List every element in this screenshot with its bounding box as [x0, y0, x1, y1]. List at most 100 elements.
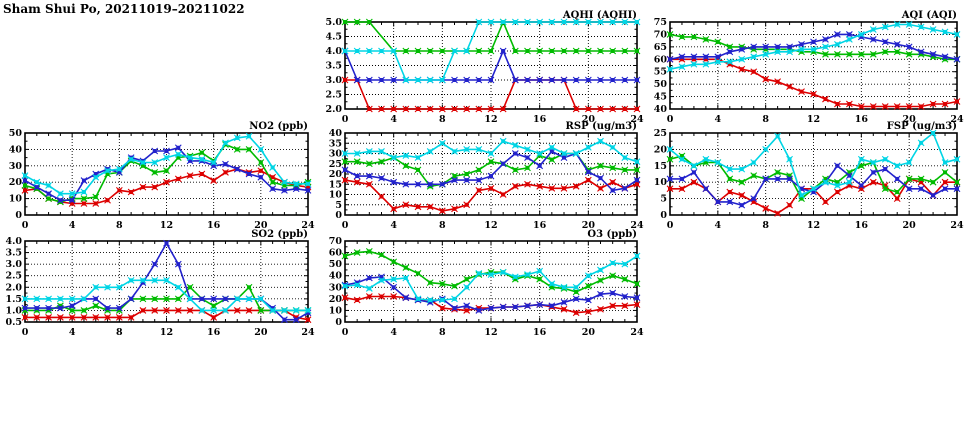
svg-text:0.5: 0.5 — [5, 317, 22, 328]
y-axis-labels: 0 5 10 15 20 25 — [654, 128, 668, 221]
svg-text:10: 10 — [654, 177, 668, 188]
svg-text:12: 12 — [807, 220, 820, 231]
svg-text:4: 4 — [69, 220, 76, 231]
svg-text:0: 0 — [342, 114, 349, 125]
svg-text:40: 40 — [9, 144, 23, 155]
chart-title-aqi: AQI (AQI) — [901, 10, 957, 21]
svg-text:30: 30 — [9, 161, 23, 172]
series-cyan — [341, 137, 641, 166]
svg-text:16: 16 — [855, 220, 869, 231]
svg-text:40: 40 — [329, 271, 343, 282]
svg-text:8: 8 — [116, 220, 123, 231]
x-axis-labels: 0 4 8 12 16 20 24 — [667, 114, 964, 125]
svg-text:5: 5 — [335, 200, 342, 211]
chart-aqhi: 2.0 2.5 3.0 3.5 4.0 4.5 5.0 0 4 8 12 16 20 24 AQHI (AQ… — [325, 10, 644, 125]
svg-text:8: 8 — [762, 220, 769, 231]
svg-text:2.0: 2.0 — [325, 104, 342, 115]
svg-text:4.5: 4.5 — [325, 32, 342, 43]
svg-text:10: 10 — [329, 305, 343, 316]
gridlines — [670, 133, 957, 215]
svg-text:20: 20 — [329, 294, 343, 305]
plot-border — [344, 240, 638, 323]
svg-text:24: 24 — [630, 220, 644, 231]
svg-text:24: 24 — [630, 114, 644, 125]
svg-text:10: 10 — [9, 194, 23, 205]
gridlines — [345, 22, 637, 109]
x-axis-labels: 0 4 8 12 16 20 24 — [342, 114, 644, 125]
chart-fsp: 0 5 10 15 20 25 0 4 8 12 16 20 24 FSP (ug/m3) — [654, 121, 964, 231]
svg-text:55: 55 — [654, 67, 667, 78]
svg-text:20: 20 — [903, 220, 917, 231]
svg-text:4: 4 — [715, 220, 722, 231]
svg-text:0: 0 — [342, 220, 349, 231]
svg-text:20: 20 — [254, 327, 268, 338]
svg-text:25: 25 — [329, 159, 342, 170]
svg-text:12: 12 — [484, 114, 497, 125]
svg-text:0: 0 — [660, 210, 667, 221]
svg-text:24: 24 — [301, 327, 315, 338]
svg-text:2.0: 2.0 — [5, 282, 22, 293]
series-cyan — [21, 276, 312, 314]
svg-text:30: 30 — [329, 282, 343, 293]
svg-text:24: 24 — [301, 220, 315, 231]
svg-text:75: 75 — [654, 17, 667, 28]
x-axis-labels: 0 4 8 12 16 20 24 — [667, 220, 964, 231]
svg-text:16: 16 — [855, 114, 869, 125]
svg-text:8: 8 — [439, 114, 446, 125]
svg-text:50: 50 — [9, 128, 23, 139]
svg-text:16: 16 — [533, 220, 547, 231]
svg-text:5: 5 — [660, 194, 667, 205]
svg-text:12: 12 — [484, 220, 497, 231]
x-axis-labels: 0 4 8 12 16 20 24 — [22, 327, 315, 338]
svg-text:20: 20 — [9, 177, 23, 188]
series-green — [341, 248, 641, 296]
y-axis-labels: 2.0 2.5 3.0 3.5 4.0 4.5 5.0 — [325, 17, 342, 115]
series-cyan — [21, 132, 312, 198]
svg-text:0: 0 — [335, 210, 342, 221]
svg-text:24: 24 — [950, 114, 964, 125]
svg-text:0: 0 — [667, 220, 674, 231]
series-blue — [666, 162, 961, 209]
chart-title-no2: NO2 (ppb) — [249, 121, 308, 132]
svg-text:8: 8 — [439, 327, 446, 338]
chart-no2: 0 10 20 30 40 50 0 4 8 12 16 20 24 NO2 (ppb) — [9, 121, 315, 231]
svg-text:12: 12 — [160, 220, 173, 231]
svg-text:0: 0 — [15, 210, 22, 221]
svg-text:25: 25 — [654, 128, 667, 139]
svg-text:65: 65 — [654, 42, 667, 53]
svg-text:20: 20 — [582, 114, 596, 125]
page-title: Sham Shui Po, 20211019–20211022 — [3, 2, 245, 16]
gridlines — [345, 133, 637, 215]
svg-text:70: 70 — [654, 29, 668, 40]
svg-text:4: 4 — [715, 114, 722, 125]
svg-text:4.0: 4.0 — [325, 46, 342, 57]
svg-text:2.5: 2.5 — [5, 271, 22, 282]
svg-text:8: 8 — [762, 114, 769, 125]
chart-title-rsp: RSP (ug/m3) — [566, 121, 637, 132]
series-cyan — [666, 21, 961, 73]
svg-text:8: 8 — [439, 220, 446, 231]
svg-text:3.0: 3.0 — [325, 75, 342, 86]
chart-title-o3: O3 (ppb) — [587, 229, 637, 240]
series-cyan — [341, 18, 641, 84]
plot-border — [24, 240, 309, 323]
series-red — [341, 176, 641, 215]
svg-text:24: 24 — [630, 327, 644, 338]
svg-text:20: 20 — [254, 220, 268, 231]
series-cyan — [666, 129, 961, 199]
svg-text:1.0: 1.0 — [5, 305, 22, 316]
svg-text:10: 10 — [329, 190, 343, 201]
svg-text:0: 0 — [22, 220, 29, 231]
chart-title-so2: SO2 (ppb) — [251, 229, 308, 240]
svg-text:16: 16 — [207, 327, 221, 338]
svg-text:3.0: 3.0 — [5, 259, 22, 270]
plot-border — [344, 21, 638, 110]
